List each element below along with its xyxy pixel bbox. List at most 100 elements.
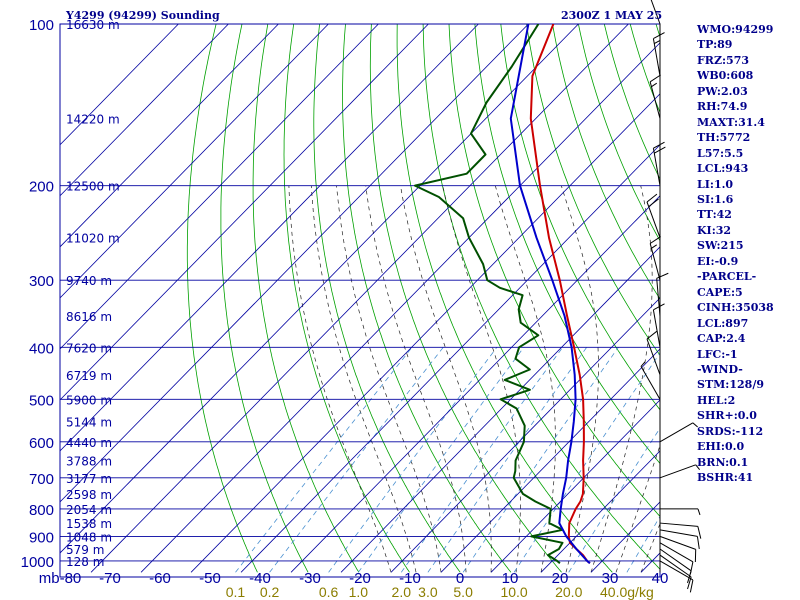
- wind-barb: [659, 422, 698, 443]
- pressure-tick-label: 300: [29, 273, 54, 290]
- dry-adiabat-line: [342, 24, 512, 573]
- mixing-ratio-label: 0.6: [319, 584, 339, 600]
- pressure-tick-label: 200: [29, 179, 54, 196]
- dry-adiabat-line: [552, 24, 660, 300]
- height-label: 8616 m: [66, 310, 112, 324]
- sounding-series: [414, 24, 591, 565]
- wind-barb: [650, 0, 661, 25]
- wind-barb: [649, 236, 661, 281]
- isotherm-line: [140, 42, 660, 573]
- mixing-ratio-line: [269, 347, 444, 573]
- dry-adiabat-line: [252, 24, 360, 573]
- mixing-ratio-line: [462, 347, 619, 573]
- moist-adiabat-line: [365, 185, 467, 573]
- isotherms: [60, 24, 660, 573]
- mixing-ratio-lines: [235, 347, 660, 573]
- temperature-tick-label: 0: [456, 570, 464, 587]
- height-label: 5900 m: [66, 393, 112, 407]
- mixing-ratio-label: 10.0: [500, 584, 527, 600]
- moist-adiabat-line: [494, 185, 556, 573]
- sounding-index-item: CAP:2.4: [697, 332, 746, 346]
- dry-adiabat-line: [313, 24, 461, 573]
- height-label: 5144 m: [66, 416, 112, 430]
- mixing-ratio-label: 3.0: [418, 584, 438, 600]
- height-label: 2054 m: [66, 503, 112, 517]
- wind-barb: [659, 535, 697, 563]
- sounding-index-item: LCL:943: [697, 162, 749, 176]
- moist-adiabats: [288, 185, 660, 573]
- height-label: 16630 m: [66, 18, 120, 32]
- temperature-tick-label: -30: [299, 570, 321, 587]
- wind-barb: [652, 32, 665, 77]
- pressure-tick-label: 800: [29, 502, 54, 519]
- sounding-index-item: BRN:0.1: [697, 455, 749, 469]
- sounding-index-item: BSHR:41: [697, 471, 754, 485]
- mixing-ratio-line: [328, 347, 498, 573]
- mixing-ratio-line: [400, 347, 564, 573]
- isotherm-line: [60, 24, 529, 503]
- temperature-tick-label: mb-80: [39, 570, 82, 587]
- sounding-index-item: LFC:-1: [697, 347, 738, 361]
- wind-barb: [646, 193, 661, 238]
- pressure-tick-label: 900: [29, 529, 54, 546]
- isotherm-line: [190, 93, 660, 573]
- moist-adiabat-line: [590, 185, 653, 573]
- dry-adiabat-line: [526, 24, 660, 356]
- dewpoint-profile: [414, 24, 564, 565]
- mixing-ratio-label: 0.1: [226, 584, 246, 600]
- dry-adiabat-line: [448, 24, 660, 518]
- moist-adiabat-line: [400, 185, 492, 573]
- height-label: 9740 m: [66, 274, 112, 288]
- sounding-index-item: LI:1.0: [697, 177, 734, 191]
- sounding-index-item: EI:-0.9: [697, 254, 739, 268]
- dry-adiabats: [186, 24, 660, 573]
- wind-barbs: [640, 0, 702, 593]
- temperature-tick-label: -50: [199, 570, 221, 587]
- dry-adiabat-line: [474, 24, 660, 465]
- isotherm-line: [60, 24, 329, 299]
- mixing-ratio-line: [513, 352, 660, 573]
- pressure-tick-label: 400: [29, 340, 54, 357]
- dry-adiabat-line: [186, 24, 258, 573]
- dry-adiabat-line: [422, 24, 660, 570]
- sounding-index-item: SW:215: [697, 239, 744, 253]
- height-label: 1048 m: [66, 530, 112, 544]
- sounding-index-item: TT:42: [697, 208, 732, 222]
- moist-adiabat-line: [288, 185, 392, 573]
- dry-adiabat-line: [369, 24, 562, 573]
- height-label: 3788 m: [66, 455, 112, 469]
- height-label: 7620 m: [66, 341, 112, 355]
- sounding-index-item: TP:89: [697, 38, 733, 52]
- mixing-ratio-label: 0.2: [260, 584, 280, 600]
- pressure-tick-label: 100: [29, 17, 54, 34]
- wind-barb: [659, 522, 702, 539]
- temperature-tick-label: 40: [652, 570, 669, 587]
- pressure-tick-label: 700: [29, 471, 54, 488]
- isotherm-line: [290, 195, 660, 573]
- isotherm-line: [60, 24, 279, 248]
- sounding-index-item: -WIND-: [697, 362, 743, 376]
- isotherm-line: [90, 24, 629, 573]
- sounding-index-item: KI:32: [697, 223, 732, 237]
- dry-adiabat-line: [500, 24, 660, 411]
- sounding-index-item: SHR+:0.0: [697, 409, 757, 423]
- temperature-tick-label: -40: [249, 570, 271, 587]
- dry-adiabat-line: [220, 24, 309, 573]
- sounding-index-item: SI:1.6: [697, 192, 734, 206]
- height-label: 11020 m: [66, 232, 120, 246]
- mixing-ratio-line: [357, 347, 525, 573]
- isotherm-line: [60, 24, 379, 350]
- temperature-tick-label: -70: [99, 570, 121, 587]
- isotherm-line: [490, 399, 660, 573]
- height-label: 579 m: [66, 543, 104, 557]
- mixing-ratio-label: 5.0: [453, 584, 473, 600]
- temperature-tick-label: 30: [602, 570, 619, 587]
- moist-adiabat-line: [615, 444, 660, 573]
- moist-adiabat-line: [336, 185, 442, 573]
- height-label: 6719 m: [66, 369, 112, 383]
- mixing-ratio-label: 20.0: [555, 584, 582, 600]
- station-title: Y4299 (94299) Sounding: [66, 9, 220, 22]
- wind-barb: [652, 141, 666, 186]
- mixing-ratio-line: [427, 347, 588, 573]
